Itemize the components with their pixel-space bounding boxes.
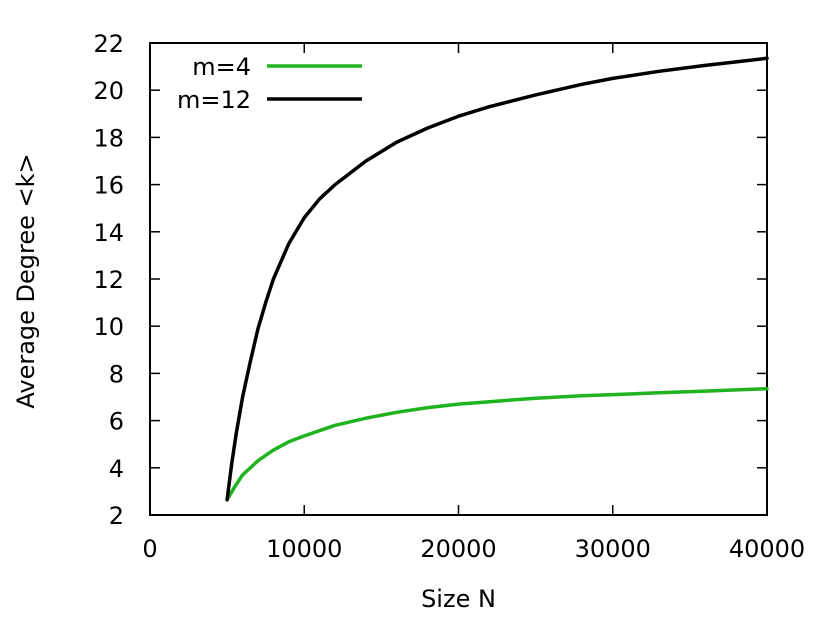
y-tick-label: 20 — [93, 77, 124, 105]
series-line-1 — [225, 56, 769, 502]
y-tick-label: 14 — [93, 219, 124, 247]
series-layer — [225, 56, 769, 502]
x-tick-label: 10000 — [266, 535, 342, 563]
x-tick-label: 40000 — [729, 535, 805, 563]
y-tick-label: 8 — [109, 360, 124, 388]
y-tick-label: 12 — [93, 266, 124, 294]
legend: m=4 m=12 — [177, 53, 362, 114]
y-tick-label: 4 — [109, 455, 124, 483]
series-line-0 — [225, 386, 769, 502]
y-tick-label: 22 — [93, 30, 124, 58]
x-tick-label: 20000 — [420, 535, 496, 563]
y-tick-label: 2 — [109, 502, 124, 530]
legend-label: m=12 — [177, 86, 251, 114]
ticks-layer: 0 10000 20000 30000 40000 2 4 6 8 10 12 14 16 18 20 22 — [93, 30, 805, 563]
x-axis-title: Size N — [421, 585, 496, 613]
legend-label: m=4 — [192, 53, 251, 81]
y-tick-label: 6 — [109, 408, 124, 436]
y-tick-label: 10 — [93, 313, 124, 341]
x-tick-label: 0 — [142, 535, 157, 563]
x-tick-label: 30000 — [575, 535, 651, 563]
y-tick-label: 18 — [93, 124, 124, 152]
y-axis-title: Average Degree <k> — [12, 153, 40, 408]
y-tick-label: 16 — [93, 172, 124, 200]
